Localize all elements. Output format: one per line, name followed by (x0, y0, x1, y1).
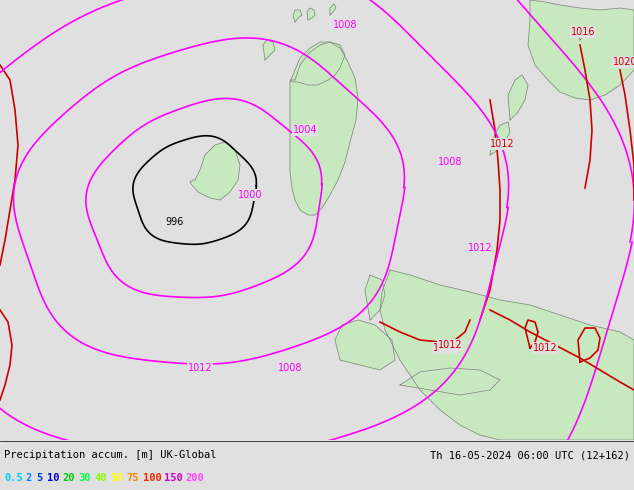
Text: 5: 5 (36, 473, 42, 483)
Text: 1012: 1012 (468, 243, 493, 253)
Text: 1008: 1008 (333, 20, 357, 30)
Text: 1012: 1012 (437, 340, 462, 350)
Text: 1008: 1008 (437, 157, 462, 167)
Text: 1012: 1012 (533, 343, 557, 353)
Polygon shape (190, 142, 240, 200)
Polygon shape (578, 28, 585, 40)
Text: 1012: 1012 (489, 139, 514, 149)
Polygon shape (307, 8, 315, 20)
Polygon shape (508, 75, 528, 120)
Polygon shape (400, 368, 500, 395)
Polygon shape (528, 0, 634, 100)
Text: Th 16-05-2024 06:00 UTC (12+162): Th 16-05-2024 06:00 UTC (12+162) (430, 450, 630, 460)
Text: 1000: 1000 (238, 190, 262, 200)
Text: 1020: 1020 (612, 57, 634, 67)
Text: 1008: 1008 (278, 363, 302, 373)
Text: 20: 20 (63, 473, 75, 483)
Text: 2: 2 (25, 473, 32, 483)
Text: 30: 30 (79, 473, 91, 483)
Text: 1016: 1016 (571, 27, 595, 37)
Text: 100: 100 (143, 473, 161, 483)
Text: 200: 200 (186, 473, 204, 483)
Polygon shape (290, 42, 358, 215)
Polygon shape (293, 10, 302, 22)
Polygon shape (365, 275, 385, 320)
Text: 40: 40 (94, 473, 107, 483)
Text: 1012: 1012 (432, 343, 457, 353)
Text: 10: 10 (46, 473, 59, 483)
Polygon shape (490, 122, 510, 155)
Text: Precipitation accum. [m] UK-Global: Precipitation accum. [m] UK-Global (4, 450, 216, 460)
Text: 75: 75 (127, 473, 139, 483)
Text: 1012: 1012 (188, 363, 212, 373)
Text: 1004: 1004 (293, 125, 317, 135)
Text: 50: 50 (110, 473, 123, 483)
Polygon shape (263, 40, 275, 60)
Polygon shape (335, 320, 395, 370)
Text: 0.5: 0.5 (4, 473, 23, 483)
Text: 150: 150 (164, 473, 183, 483)
Polygon shape (330, 4, 336, 15)
Polygon shape (380, 270, 634, 440)
Polygon shape (290, 42, 345, 85)
Text: 996: 996 (166, 217, 184, 227)
